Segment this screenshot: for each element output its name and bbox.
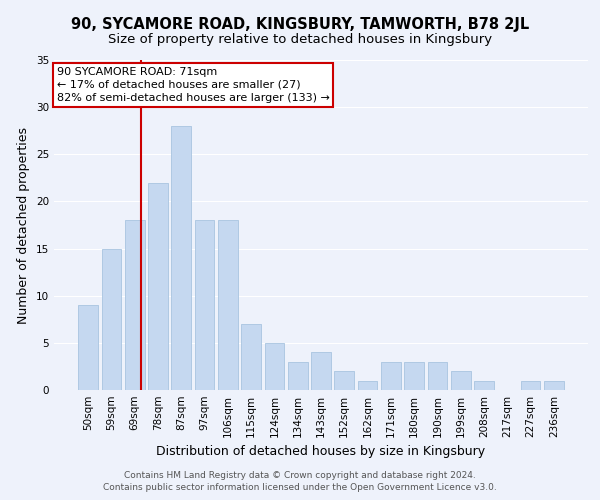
Bar [311, 352, 331, 390]
Bar [194, 220, 214, 390]
Bar [218, 220, 238, 390]
Bar [125, 220, 145, 390]
Text: Size of property relative to detached houses in Kingsbury: Size of property relative to detached ho… [108, 32, 492, 46]
Bar [265, 343, 284, 390]
Bar [358, 380, 377, 390]
Text: Contains HM Land Registry data © Crown copyright and database right 2024.
Contai: Contains HM Land Registry data © Crown c… [103, 471, 497, 492]
Bar [78, 305, 98, 390]
Text: 90 SYCAMORE ROAD: 71sqm
← 17% of detached houses are smaller (27)
82% of semi-de: 90 SYCAMORE ROAD: 71sqm ← 17% of detache… [56, 66, 329, 103]
Bar [148, 182, 168, 390]
Bar [544, 380, 564, 390]
Bar [521, 380, 541, 390]
Bar [474, 380, 494, 390]
Bar [288, 362, 308, 390]
Bar [172, 126, 191, 390]
Y-axis label: Number of detached properties: Number of detached properties [17, 126, 31, 324]
Bar [101, 248, 121, 390]
Text: 90, SYCAMORE ROAD, KINGSBURY, TAMWORTH, B78 2JL: 90, SYCAMORE ROAD, KINGSBURY, TAMWORTH, … [71, 18, 529, 32]
Bar [428, 362, 448, 390]
Bar [451, 371, 470, 390]
X-axis label: Distribution of detached houses by size in Kingsbury: Distribution of detached houses by size … [157, 446, 485, 458]
Bar [334, 371, 354, 390]
Bar [404, 362, 424, 390]
Bar [241, 324, 261, 390]
Bar [381, 362, 401, 390]
